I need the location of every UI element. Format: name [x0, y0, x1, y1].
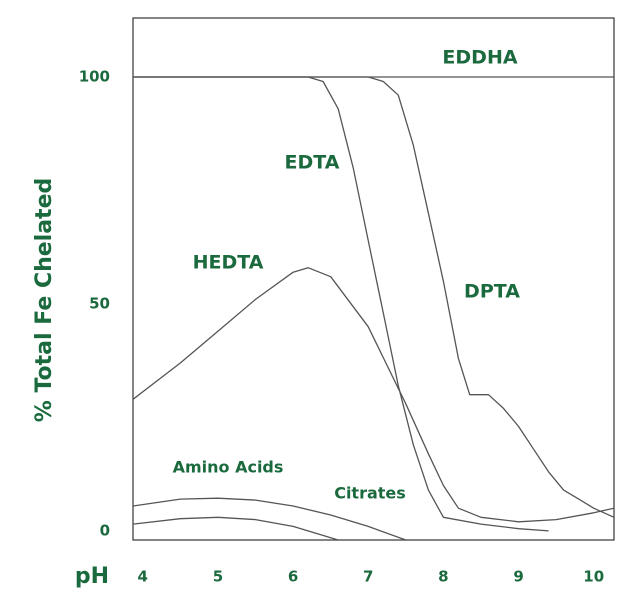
- y-tick-label: 50: [89, 294, 110, 312]
- x-tick-label: 4: [138, 568, 148, 586]
- plot-frame: [132, 17, 615, 541]
- y-tick-label: 0: [100, 521, 110, 539]
- series-label: EDDHA: [442, 47, 517, 69]
- series-label: DPTA: [464, 281, 520, 303]
- series-label: Amino Acids: [173, 458, 284, 477]
- x-tick-label: 7: [363, 568, 373, 586]
- series-label: HEDTA: [193, 252, 264, 274]
- series-line: [133, 76, 549, 532]
- x-tick-label: 10: [583, 568, 604, 586]
- x-axis-label: pH: [75, 564, 109, 589]
- series-line: [133, 76, 614, 518]
- x-tick-label: 6: [288, 568, 298, 586]
- x-tick-label: 8: [438, 568, 448, 586]
- y-tick-label: 100: [79, 68, 110, 86]
- x-tick-label: 9: [513, 568, 523, 586]
- x-tick-label: 5: [213, 568, 223, 586]
- series-line: [133, 267, 614, 523]
- y-axis-label: % Total Fe Chelated: [32, 178, 57, 422]
- series-label: EDTA: [285, 152, 340, 174]
- series-line: [133, 516, 339, 540]
- series-line: [133, 497, 407, 540]
- series-label: Citrates: [334, 484, 406, 503]
